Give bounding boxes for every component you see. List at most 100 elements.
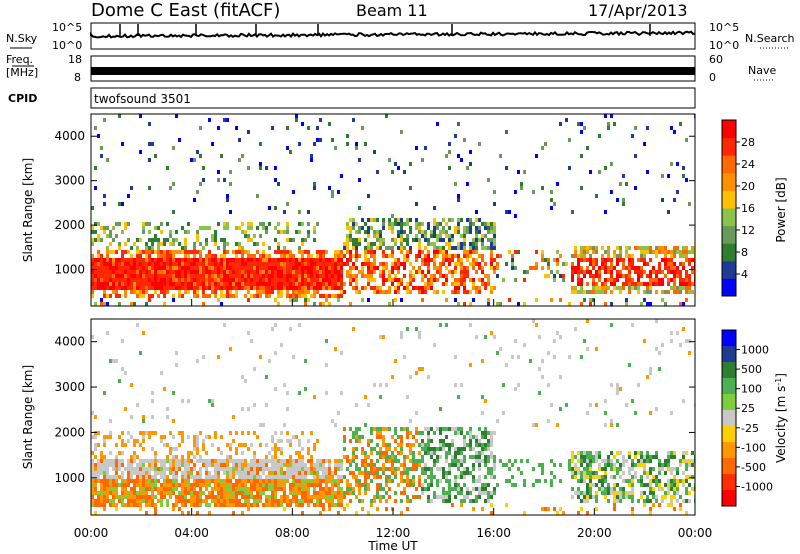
- velocity-cell: [217, 479, 220, 483]
- power-cell: [355, 146, 358, 150]
- velocity-cell: [244, 459, 247, 463]
- velocity-cell: [319, 459, 322, 463]
- velocity-cell: [115, 491, 118, 495]
- power-cell: [403, 246, 406, 250]
- power-cell: [604, 210, 607, 214]
- power-cell: [259, 142, 262, 146]
- velocity-cell: [244, 463, 247, 467]
- velocity-cell: [394, 471, 397, 475]
- power-cell: [196, 290, 199, 294]
- power-cell: [586, 266, 589, 270]
- power-cell: [316, 286, 319, 290]
- velocity-cell: [352, 431, 355, 435]
- velocity-cell: [280, 431, 283, 435]
- velocity-cell: [586, 471, 589, 475]
- power-cell: [208, 274, 211, 278]
- velocity-cell: [583, 339, 586, 343]
- velocity-cell: [250, 487, 253, 491]
- power-cell: [406, 282, 409, 286]
- power-cell: [172, 258, 175, 262]
- velocity-cell: [553, 463, 556, 467]
- power-cell: [151, 266, 154, 270]
- velocity-cell: [253, 451, 256, 455]
- power-cell: [391, 250, 394, 254]
- velocity-cell: [217, 475, 220, 479]
- power-cell: [403, 254, 406, 258]
- velocity-cell: [295, 463, 298, 467]
- velocity-cell: [433, 491, 436, 495]
- power-cell: [664, 302, 667, 306]
- power-cell: [295, 266, 298, 270]
- power-cell: [580, 130, 583, 134]
- velocity-cell: [334, 479, 337, 483]
- velocity-cell: [94, 479, 97, 483]
- cpid-label: CPID: [8, 92, 37, 105]
- power-cell: [148, 274, 151, 278]
- velocity-cell: [136, 495, 139, 499]
- velocity-cell: [142, 431, 145, 435]
- velocity-cell: [283, 463, 286, 467]
- power-cell: [91, 230, 94, 234]
- velocity-cell: [193, 483, 196, 487]
- power-cell: [583, 258, 586, 262]
- velocity-cell: [385, 383, 388, 387]
- velocity-cell: [406, 507, 409, 511]
- velocity-cell: [355, 431, 358, 435]
- velocity-cell: [214, 495, 217, 499]
- velocity-cell: [199, 455, 202, 459]
- velocity-cell: [193, 487, 196, 491]
- velocity-cell: [289, 455, 292, 459]
- power-cell: [622, 258, 625, 262]
- power-cell: [160, 274, 163, 278]
- velocity-cell: [406, 495, 409, 499]
- power-cell: [187, 278, 190, 282]
- velocity-cell: [388, 475, 391, 479]
- power-cell: [313, 302, 316, 306]
- power-cell: [682, 302, 685, 306]
- power-cell: [271, 286, 274, 290]
- power-cell: [433, 290, 436, 294]
- velocity-cell: [175, 503, 178, 507]
- velocity-cell: [541, 507, 544, 511]
- power-cell: [427, 226, 430, 230]
- power-cell: [601, 246, 604, 250]
- velocity-cell: [268, 467, 271, 471]
- velocity-cell: [220, 503, 223, 507]
- nave-tick-bottom: 0: [709, 71, 716, 84]
- power-cell: [442, 250, 445, 254]
- velocity-cell: [211, 463, 214, 467]
- power-cell: [268, 286, 271, 290]
- velocity-cell: [268, 483, 271, 487]
- velocity-cell: [151, 399, 154, 403]
- velocity-cell: [112, 499, 115, 503]
- velocity-cell: [244, 479, 247, 483]
- power-cell: [634, 286, 637, 290]
- power-cell: [571, 254, 574, 258]
- power-cell: [322, 250, 325, 254]
- power-cell: [577, 274, 580, 278]
- power-cell: [604, 290, 607, 294]
- power-cell: [142, 294, 145, 298]
- power-cell: [604, 114, 607, 118]
- velocity-cell: [592, 495, 595, 499]
- velocity-cell: [448, 483, 451, 487]
- power-cell: [439, 274, 442, 278]
- velocity-cell: [256, 503, 259, 507]
- power-cell: [319, 250, 322, 254]
- velocity-cell: [466, 491, 469, 495]
- freq-unit-label: [MHz]: [6, 66, 38, 79]
- velocity-cell: [409, 479, 412, 483]
- power-cell: [316, 270, 319, 274]
- power-cell: [166, 258, 169, 262]
- velocity-cell: [577, 495, 580, 499]
- power-cell: [382, 254, 385, 258]
- power-cell: [367, 298, 370, 302]
- velocity-cell: [643, 459, 646, 463]
- power-cell: [571, 262, 574, 266]
- velocity-cell: [205, 495, 208, 499]
- power-cell: [259, 222, 262, 226]
- velocity-cell: [94, 499, 97, 503]
- velocity-cell: [208, 511, 211, 515]
- velocity-cell: [352, 327, 355, 331]
- power-cell: [295, 274, 298, 278]
